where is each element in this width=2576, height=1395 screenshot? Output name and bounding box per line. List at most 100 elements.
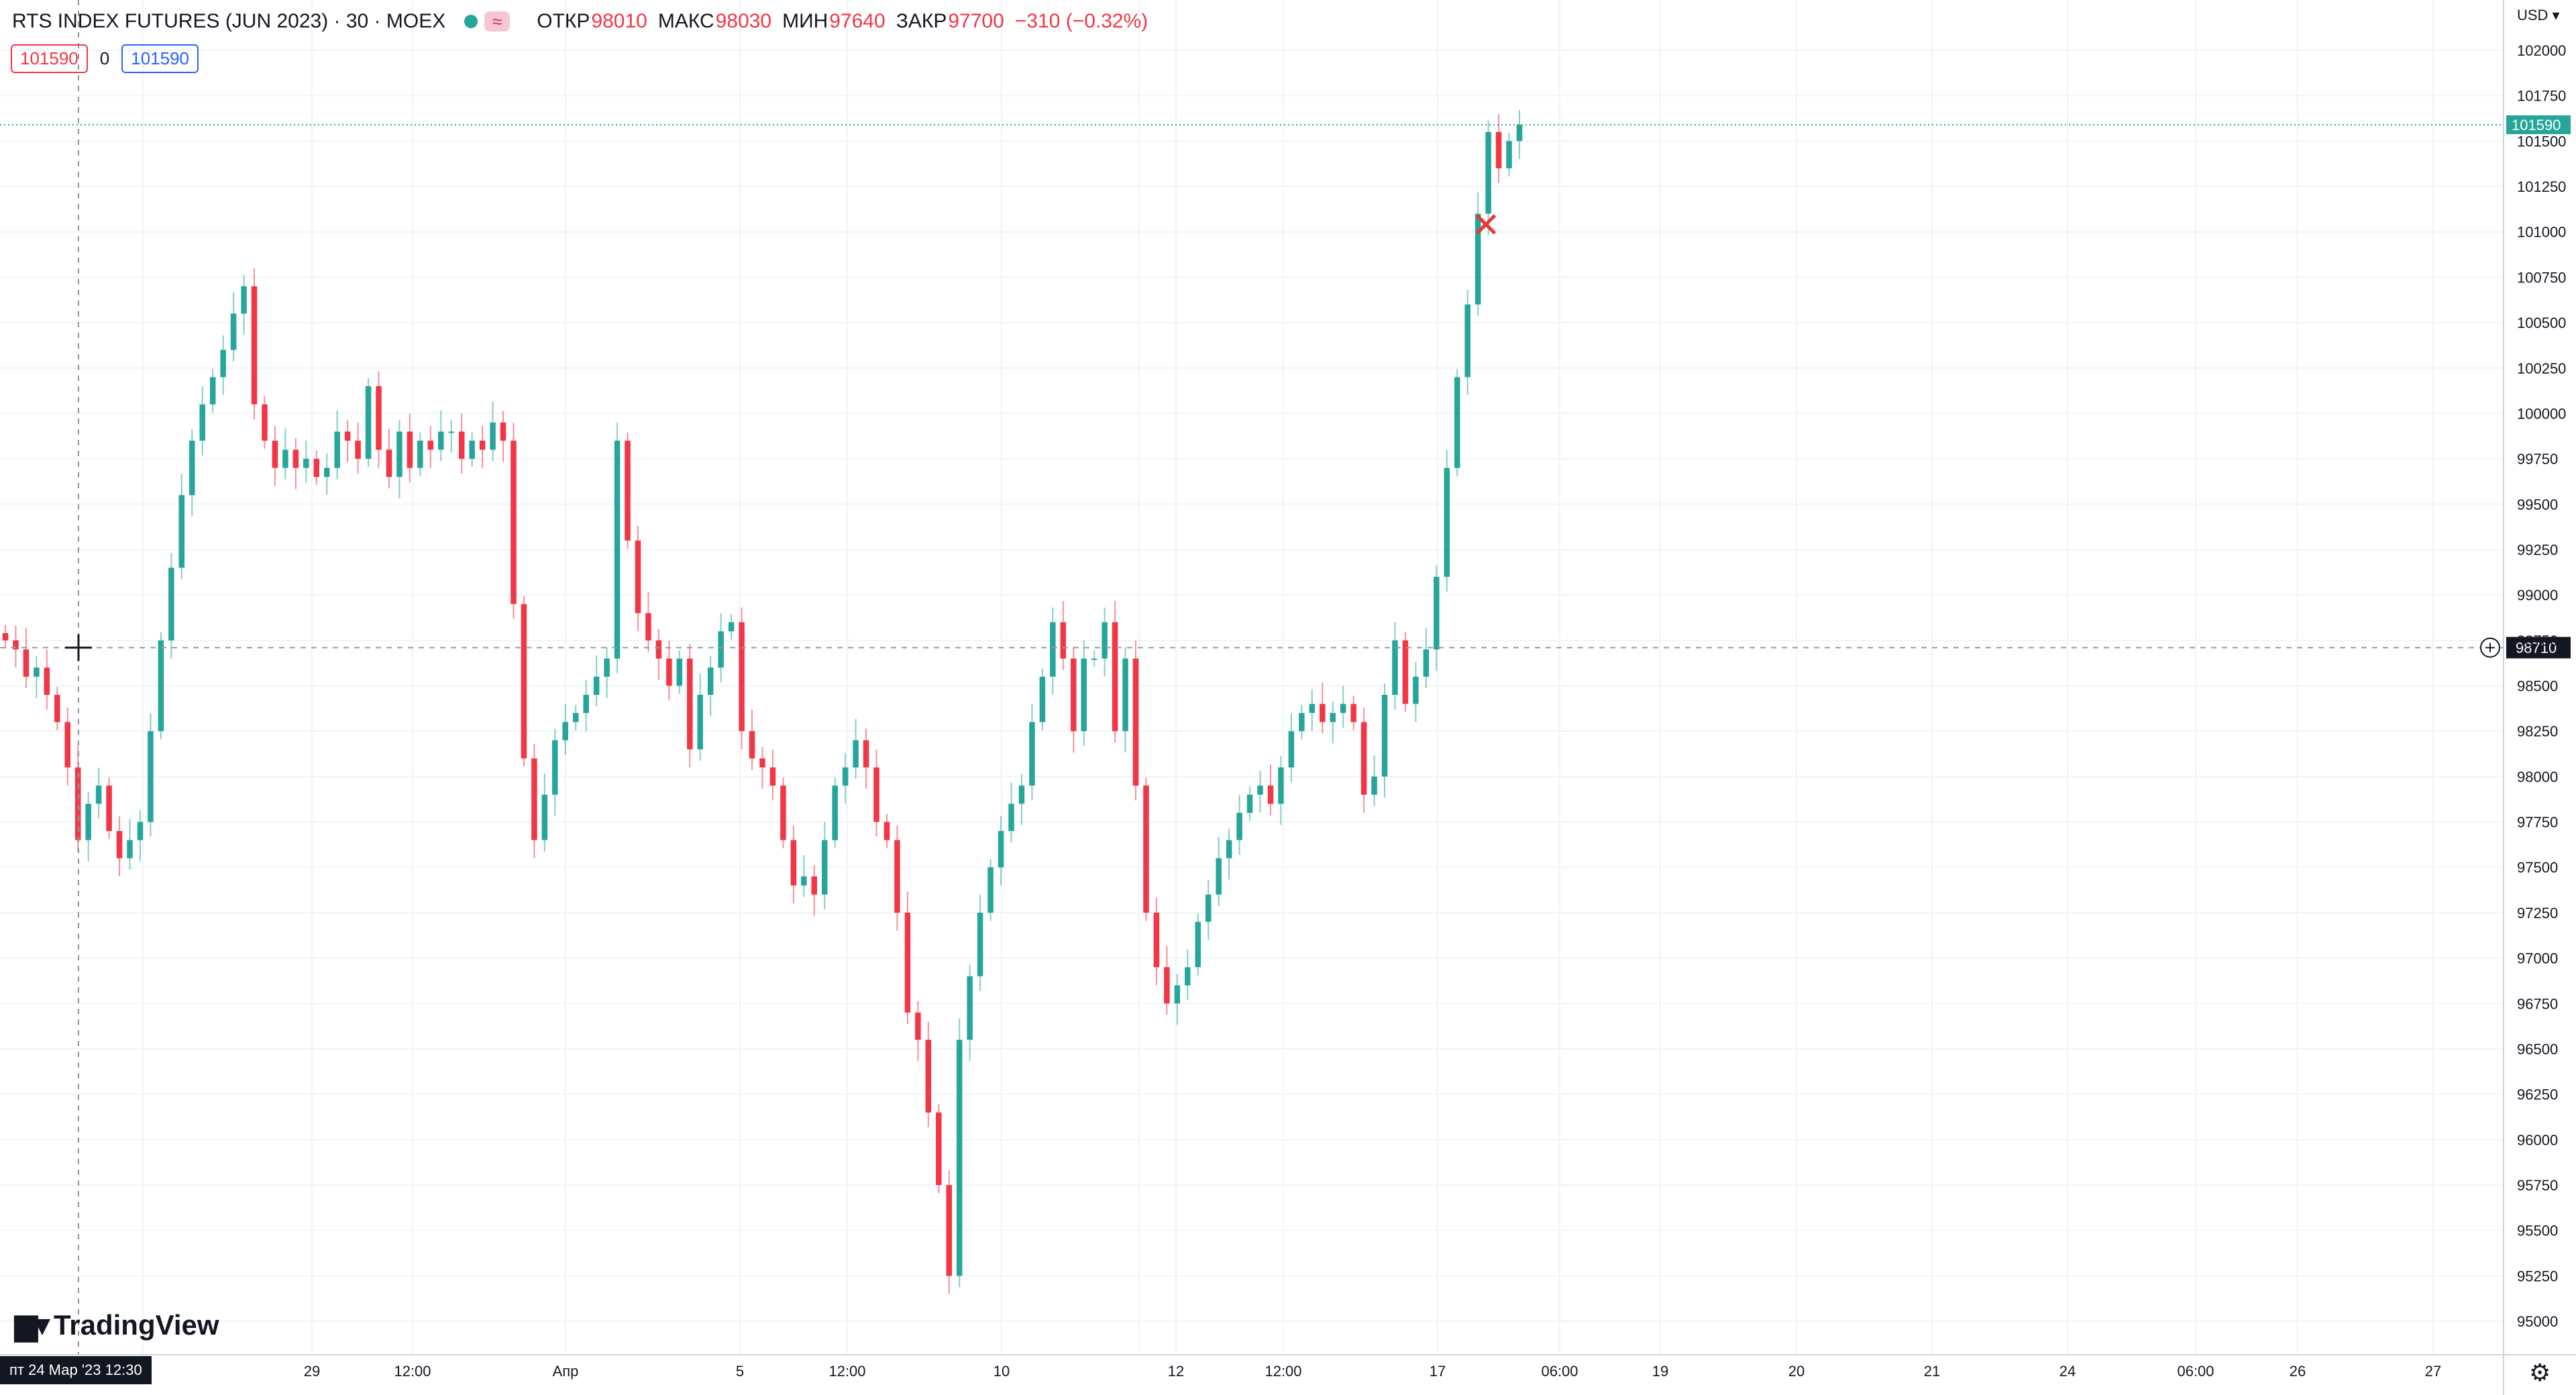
candle-body[interactable] <box>479 441 486 450</box>
candle-body[interactable] <box>676 658 683 686</box>
candle-body[interactable] <box>1132 658 1139 786</box>
candle-body[interactable] <box>832 785 838 840</box>
candle-body[interactable] <box>531 758 537 840</box>
candle-body[interactable] <box>1474 213 1481 304</box>
candle-body[interactable] <box>168 567 174 640</box>
market-status-icon[interactable] <box>464 15 478 28</box>
candle-body[interactable] <box>427 441 434 450</box>
candle-body[interactable] <box>189 441 195 496</box>
candle-body[interactable] <box>967 976 973 1040</box>
candle-body[interactable] <box>655 640 662 659</box>
candle-body[interactable] <box>1246 794 1253 813</box>
candle-body[interactable] <box>2 632 9 640</box>
candle-body[interactable] <box>718 631 724 668</box>
candle-body[interactable] <box>365 386 372 459</box>
candle-body[interactable] <box>1236 813 1242 840</box>
candle-body[interactable] <box>1402 640 1409 704</box>
candle-body[interactable] <box>572 713 579 722</box>
candle-body[interactable] <box>116 831 123 858</box>
candle-body[interactable] <box>1371 776 1377 795</box>
candle-body[interactable] <box>801 876 807 886</box>
candle-body[interactable] <box>593 676 600 695</box>
candle-body[interactable] <box>1143 785 1149 913</box>
candle-body[interactable] <box>334 431 340 468</box>
candle-body[interactable] <box>1350 704 1356 722</box>
candle-body[interactable] <box>1423 649 1430 677</box>
candle-body[interactable] <box>13 640 19 650</box>
candle-body[interactable] <box>1050 622 1056 677</box>
candle-body[interactable] <box>490 422 496 450</box>
candle-body[interactable] <box>469 441 475 459</box>
candle-body[interactable] <box>313 459 320 478</box>
candle-body[interactable] <box>811 876 818 895</box>
candle-body[interactable] <box>209 377 216 404</box>
candle-body[interactable] <box>883 822 890 840</box>
candle-body[interactable] <box>1018 785 1025 804</box>
candle-body[interactable] <box>1081 658 1087 732</box>
trade-marker-icon[interactable]: ✕ <box>1471 206 1501 246</box>
candle-body[interactable] <box>303 459 309 468</box>
candle-body[interactable] <box>438 431 444 450</box>
candle-body[interactable] <box>74 767 81 840</box>
candle-body[interactable] <box>1381 695 1388 777</box>
candle-body[interactable] <box>511 441 517 604</box>
candlestick-series[interactable] <box>2 110 1523 1294</box>
candle-body[interactable] <box>1122 658 1128 732</box>
candle-body[interactable] <box>34 667 40 677</box>
candle-body[interactable] <box>1153 912 1160 968</box>
candle-body[interactable] <box>915 1012 921 1040</box>
candle-body[interactable] <box>44 667 50 695</box>
candle-body[interactable] <box>645 613 651 640</box>
candle-body[interactable] <box>604 658 610 677</box>
sell-price-box[interactable]: 101590 <box>11 44 88 73</box>
candle-body[interactable] <box>521 604 527 759</box>
candle-body[interactable] <box>1454 377 1460 468</box>
candle-body[interactable] <box>500 422 506 441</box>
candle-body[interactable] <box>1495 131 1502 168</box>
candle-body[interactable] <box>1257 785 1263 795</box>
candle-body[interactable] <box>272 441 278 468</box>
candle-body[interactable] <box>1309 704 1316 714</box>
candle-body[interactable] <box>1185 967 1191 986</box>
candle-body[interactable] <box>323 467 330 478</box>
data-problem-icon[interactable]: ≈ <box>484 11 511 32</box>
candle-body[interactable] <box>998 831 1004 868</box>
candle-body[interactable] <box>1288 731 1295 768</box>
candle-body[interactable] <box>749 731 755 759</box>
candle-body[interactable] <box>376 386 382 450</box>
candle-body[interactable] <box>1112 622 1118 732</box>
candle-body[interactable] <box>583 695 589 714</box>
candle-body[interactable] <box>54 695 60 722</box>
candle-body[interactable] <box>199 404 205 441</box>
candle-body[interactable] <box>396 431 402 478</box>
candle-body[interactable] <box>95 785 102 804</box>
candle-body[interactable] <box>1464 304 1470 378</box>
candle-body[interactable] <box>386 449 392 478</box>
candle-body[interactable] <box>230 313 237 350</box>
candle-body[interactable] <box>1029 722 1035 786</box>
candle-body[interactable] <box>873 767 879 822</box>
candle-body[interactable] <box>106 785 112 832</box>
candle-body[interactable] <box>759 758 765 768</box>
candle-body[interactable] <box>1164 967 1170 1004</box>
candle-body[interactable] <box>697 695 703 750</box>
candle-body[interactable] <box>842 767 849 786</box>
candle-body[interactable] <box>85 803 91 840</box>
candle-body[interactable] <box>1506 141 1512 168</box>
candle-body[interactable] <box>1008 803 1014 832</box>
candle-body[interactable] <box>739 622 745 732</box>
candle-body[interactable] <box>822 840 828 895</box>
candle-body[interactable] <box>1216 858 1222 895</box>
candle-body[interactable] <box>894 840 900 913</box>
candle-body[interactable] <box>956 1040 963 1276</box>
candle-body[interactable] <box>1091 658 1097 660</box>
candle-body[interactable] <box>1320 704 1326 722</box>
candle-body[interactable] <box>127 840 133 858</box>
candle-body[interactable] <box>987 867 994 913</box>
candle-body[interactable] <box>1205 894 1212 922</box>
buy-price-box[interactable]: 101590 <box>121 44 199 73</box>
candle-body[interactable] <box>251 286 258 404</box>
candle-body[interactable] <box>1485 131 1491 214</box>
